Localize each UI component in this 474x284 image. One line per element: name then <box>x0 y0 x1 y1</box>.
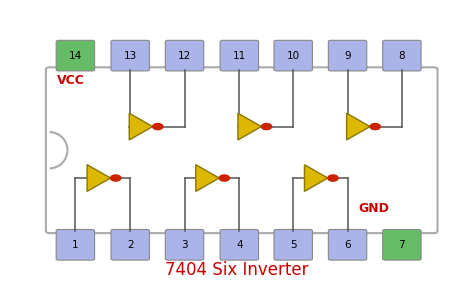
Text: 4: 4 <box>236 240 243 250</box>
FancyBboxPatch shape <box>111 40 149 71</box>
Circle shape <box>328 175 338 181</box>
Circle shape <box>153 124 163 130</box>
FancyBboxPatch shape <box>274 40 312 71</box>
Text: 6: 6 <box>344 240 351 250</box>
Text: 2: 2 <box>127 240 134 250</box>
FancyBboxPatch shape <box>165 229 204 260</box>
Circle shape <box>219 175 229 181</box>
Text: 7: 7 <box>399 240 405 250</box>
FancyBboxPatch shape <box>46 67 438 233</box>
FancyBboxPatch shape <box>220 229 258 260</box>
Polygon shape <box>87 165 110 191</box>
Text: 3: 3 <box>181 240 188 250</box>
Text: GND: GND <box>359 202 390 215</box>
Text: 7404 Six Inverter: 7404 Six Inverter <box>165 261 309 279</box>
Text: 14: 14 <box>69 51 82 61</box>
Polygon shape <box>346 113 370 140</box>
FancyBboxPatch shape <box>56 229 95 260</box>
FancyBboxPatch shape <box>328 229 367 260</box>
FancyBboxPatch shape <box>383 40 421 71</box>
FancyBboxPatch shape <box>328 40 367 71</box>
FancyBboxPatch shape <box>274 229 312 260</box>
FancyBboxPatch shape <box>165 40 204 71</box>
Text: 9: 9 <box>344 51 351 61</box>
Text: 11: 11 <box>233 51 246 61</box>
Text: 1: 1 <box>72 240 79 250</box>
Text: 5: 5 <box>290 240 297 250</box>
Text: 12: 12 <box>178 51 191 61</box>
Polygon shape <box>238 113 261 140</box>
FancyBboxPatch shape <box>56 40 95 71</box>
Polygon shape <box>304 165 328 191</box>
Text: VCC: VCC <box>57 74 84 87</box>
Polygon shape <box>129 113 153 140</box>
FancyBboxPatch shape <box>220 40 258 71</box>
Polygon shape <box>196 165 219 191</box>
Text: 8: 8 <box>399 51 405 61</box>
Text: 10: 10 <box>287 51 300 61</box>
Text: 13: 13 <box>124 51 137 61</box>
Circle shape <box>110 175 121 181</box>
FancyBboxPatch shape <box>383 229 421 260</box>
Circle shape <box>370 124 380 130</box>
Circle shape <box>261 124 272 130</box>
FancyBboxPatch shape <box>111 229 149 260</box>
